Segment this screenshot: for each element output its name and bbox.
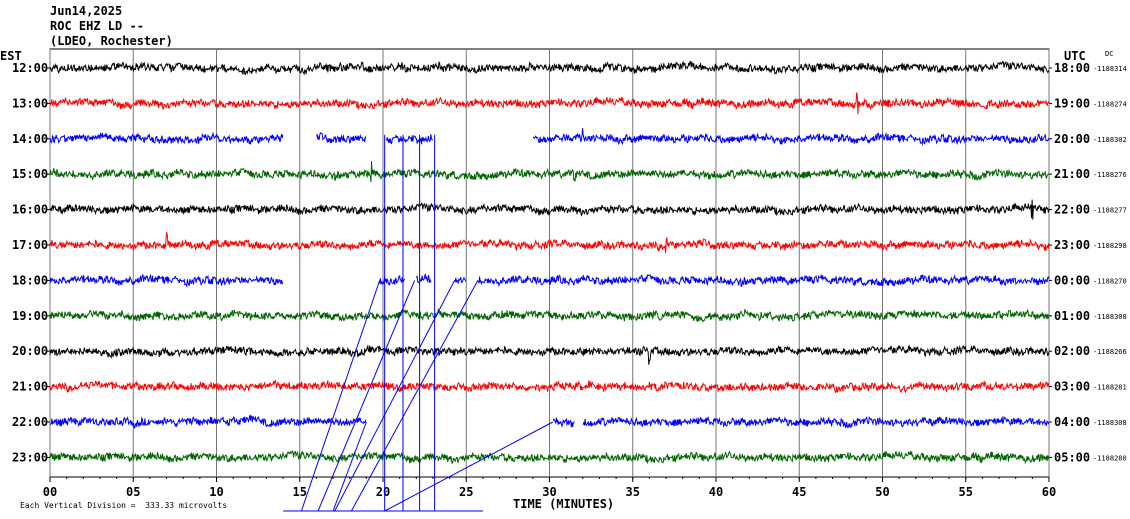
row-dc-offset: -1188270: [1093, 277, 1127, 285]
row-dc-offset: -1188308: [1093, 419, 1127, 427]
row-label-utc: 21:00: [1054, 167, 1090, 181]
row-label-utc: 00:00: [1054, 273, 1090, 287]
artifact-slant-line: [317, 280, 416, 512]
date-label: Jun14,2025: [50, 4, 123, 18]
artifact-slant-line: [332, 421, 367, 512]
row-label-est: 21:00: [12, 380, 48, 394]
trace-row: [49, 344, 1050, 365]
gap-artifacts: [283, 134, 554, 512]
x-axis-title: TIME (MINUTES): [513, 497, 614, 511]
x-tick-label: 25: [459, 485, 473, 499]
trace-row: [49, 414, 1050, 430]
row-dc-offset: -1188314: [1093, 65, 1127, 73]
trace-row: [49, 161, 1050, 183]
trace-row: [49, 308, 1050, 323]
row-dc-offset: -1188274: [1093, 100, 1127, 108]
row-label-utc: 20:00: [1054, 132, 1090, 146]
network-label: (LDEO, Rochester): [50, 34, 173, 48]
trace-row: [49, 273, 1050, 288]
artifact-slant-line: [350, 280, 479, 512]
row-label-est: 16:00: [12, 203, 48, 217]
row-label-utc: 19:00: [1054, 96, 1090, 110]
x-tick-label: 15: [293, 485, 307, 499]
header: Jun14,2025 ROC EHZ LD -- (LDEO, Rocheste…: [50, 4, 173, 49]
row-label-est: 18:00: [12, 273, 48, 287]
row-dc-offset: -1188298: [1093, 242, 1127, 250]
row-label-utc: 03:00: [1054, 380, 1090, 394]
trace-row: [49, 92, 1050, 115]
trace-row: [49, 60, 1050, 76]
x-tick-label: 50: [875, 485, 889, 499]
trace-row: [49, 199, 1050, 220]
x-tick-label: 20: [376, 485, 390, 499]
row-label-utc: 18:00: [1054, 61, 1090, 75]
row-label-utc: 05:00: [1054, 450, 1090, 464]
trace-row: [49, 379, 1050, 394]
row-label-est: 13:00: [12, 96, 48, 110]
x-tick-label: 60: [1042, 485, 1056, 499]
axis-labels: EST UTC DC TIME (MINUTES) Each Vertical …: [0, 49, 1113, 511]
x-tick-label: 30: [542, 485, 556, 499]
trace-row: [49, 450, 1050, 465]
x-tick-label: 05: [126, 485, 140, 499]
row-label-est: 17:00: [12, 238, 48, 252]
artifact-slant-line: [384, 421, 554, 512]
row-label-utc: 01:00: [1054, 309, 1090, 323]
row-label-utc: 02:00: [1054, 344, 1090, 358]
row-dc-offset: -1188302: [1093, 136, 1127, 144]
left-axis-label: EST: [0, 49, 22, 63]
row-label-est: 19:00: [12, 309, 48, 323]
row-label-est: 22:00: [12, 415, 48, 429]
row-label-est: 12:00: [12, 61, 48, 75]
dc-label: DC: [1105, 50, 1113, 58]
row-label-est: 15:00: [12, 167, 48, 181]
scale-note: Each Vertical Division = 333.33 microvol…: [20, 501, 227, 510]
row-dc-offset: -1188308: [1093, 313, 1127, 321]
x-tick-label: 35: [626, 485, 640, 499]
trace-row: [49, 232, 1050, 254]
grid: 00 05 10 15 20 25 30 35 40 45 50 55 60: [43, 48, 1056, 499]
row-dc-offset: -1188276: [1093, 171, 1127, 179]
x-tick-label: 10: [209, 485, 223, 499]
artifact-slant-line: [300, 280, 381, 512]
row-label-utc: 22:00: [1054, 203, 1090, 217]
x-tick-label: 45: [792, 485, 806, 499]
row-dc-offset: -1188277: [1093, 207, 1127, 215]
row-label-est: 20:00: [12, 344, 48, 358]
right-axis-label: UTC: [1064, 49, 1086, 63]
trace-row: [49, 128, 1050, 147]
row-label-est: 23:00: [12, 450, 48, 464]
x-tick-label: 40: [709, 485, 723, 499]
row-dc-offset: -1188280: [1093, 454, 1127, 462]
row-dc-offset: -1188281: [1093, 384, 1127, 392]
row-label-utc: 04:00: [1054, 415, 1090, 429]
station-label: ROC EHZ LD --: [50, 19, 144, 33]
artifact-slant-line: [334, 280, 456, 512]
row-label-est: 14:00: [12, 132, 48, 146]
row-label-utc: 23:00: [1054, 238, 1090, 252]
x-tick-label: 55: [959, 485, 973, 499]
x-tick-label: 00: [43, 485, 57, 499]
row-dc-offset: -1188266: [1093, 348, 1127, 356]
